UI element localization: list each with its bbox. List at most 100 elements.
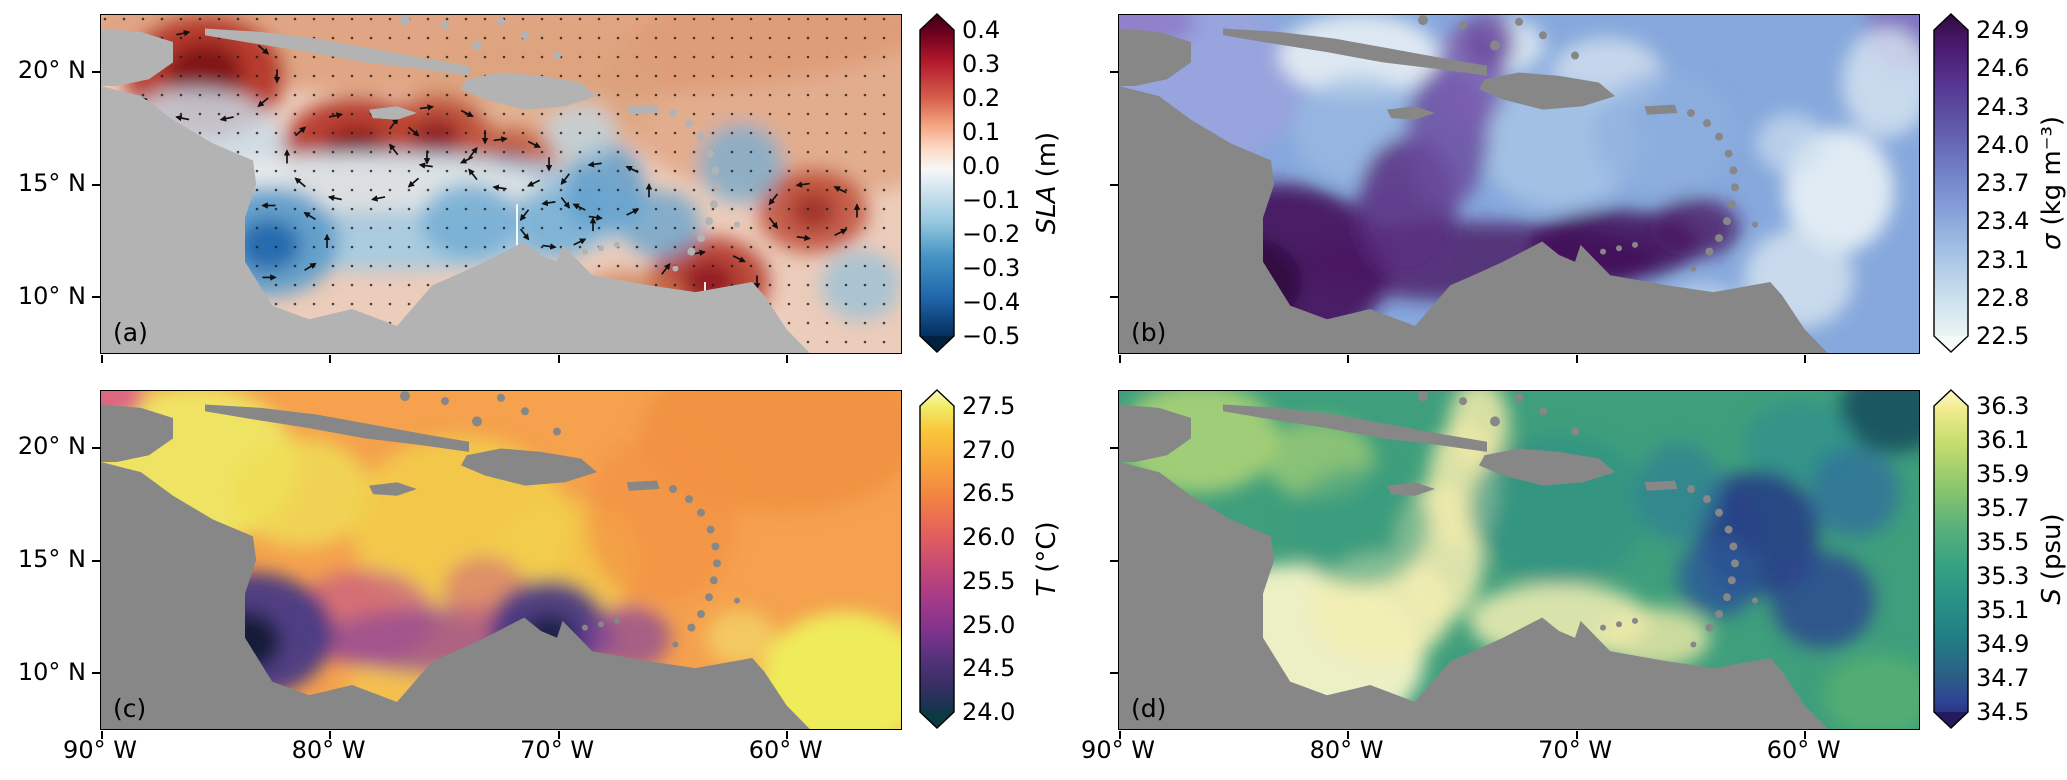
colorbar-tick-label: 23.1: [1976, 245, 2030, 274]
colorbar-tick-label: 0.4: [962, 16, 1001, 44]
colorbar-tick-label: 24.9: [1976, 16, 2030, 44]
colorbar-tick-label: 35.5: [1976, 528, 2030, 556]
colorbar-tick-label: 27.5: [962, 392, 1016, 420]
x-tick-label: 70° W: [1538, 736, 1613, 764]
colorbar-tick-label: 25.0: [962, 610, 1016, 639]
colorbar-density-ticks: 24.9 24.6 24.3 24.0 23.7 23.4 23.1 22.8 22.5: [1976, 14, 2056, 352]
colorbar-temperature-gradient: [919, 389, 955, 729]
x-tick-label: 70° W: [520, 736, 595, 764]
colorbar-density-label: σ (kg m⁻³): [2037, 116, 2067, 250]
y-tick-label: 20° N: [17, 56, 86, 85]
x-axis-labels-left: 90° W 80° W 70° W 60° W: [63, 736, 900, 770]
colorbar-tick-label: 24.0: [962, 698, 1016, 726]
panel-c-field: [101, 391, 901, 729]
tick-mark: [1804, 731, 1807, 740]
colorbar-density: [1933, 13, 1969, 353]
tick-mark: [557, 355, 560, 364]
panel-b-label: (b): [1131, 318, 1167, 347]
colorbar-tick-label: 24.0: [1976, 130, 2030, 159]
colorbar-tick-label: 0.3: [962, 50, 1001, 78]
colorbar-tick-label: 24.5: [962, 654, 1016, 683]
colorbar-temperature-unit: (°C): [1032, 521, 1062, 573]
tick-mark: [1347, 731, 1350, 740]
tick-mark: [786, 355, 789, 364]
y-axis-labels-top: 20° N 15° N 10° N: [0, 14, 86, 352]
tick-mark: [1110, 672, 1118, 675]
colorbar-tick-label: 34.9: [1976, 630, 2030, 658]
colorbar-sla-gradient: [919, 13, 955, 353]
colorbar-density-variable: σ: [2037, 233, 2067, 251]
tick-mark: [1804, 355, 1807, 364]
tick-mark: [100, 355, 103, 364]
colorbar-sla-unit: (m): [1032, 131, 1062, 178]
y-axis-labels-bottom: 20° N 15° N 10° N: [0, 390, 86, 728]
y-tick-label: 10° N: [17, 657, 86, 686]
panel-a-field: [101, 15, 901, 353]
panel-c-map: (c): [100, 390, 902, 730]
tick-mark: [92, 559, 100, 562]
colorbar-tick-label: 24.3: [1976, 92, 2030, 121]
tick-mark: [92, 446, 100, 449]
colorbar-tick-label: 35.3: [1976, 562, 2030, 590]
colorbar-tick-label: 25.5: [962, 566, 1016, 595]
colorbar-tick-label: 22.8: [1976, 283, 2030, 312]
tick-mark: [1347, 355, 1350, 364]
tick-mark: [100, 731, 103, 740]
colorbar-tick-label: −0.5: [962, 322, 1021, 350]
colorbar-tick-label: 22.5: [1976, 322, 2030, 350]
colorbar-salinity-label: S (psu): [2037, 513, 2067, 604]
colorbar-tick-label: 24.6: [1976, 54, 2030, 83]
tick-mark: [1575, 355, 1578, 364]
panel-a-map: (a): [100, 14, 902, 354]
tick-mark: [1110, 183, 1118, 186]
colorbar-temperature-label: T (°C): [1032, 521, 1062, 596]
x-tick-label: 60° W: [1766, 736, 1841, 764]
colorbar-sla-variable: SLA: [1032, 185, 1062, 235]
colorbar-tick-label: 23.4: [1976, 207, 2030, 236]
colorbar-tick-label: 0.1: [962, 118, 1001, 146]
colorbar-sla-ticks: 0.4 0.3 0.2 0.1 0.0 −0.1 −0.2 −0.3 −0.4 −0.5: [962, 14, 1042, 352]
tick-mark: [1110, 559, 1118, 562]
y-tick-label: 10° N: [17, 281, 86, 310]
tick-mark: [1110, 296, 1118, 299]
tick-mark: [92, 296, 100, 299]
x-axis-labels-right: 90° W 80° W 70° W 60° W: [1081, 736, 1918, 770]
colorbar-tick-label: 34.7: [1976, 664, 2030, 692]
tick-mark: [329, 355, 332, 364]
x-tick-label: 80° W: [1309, 736, 1384, 764]
tick-mark: [1110, 70, 1118, 73]
colorbar-tick-label: 26.0: [962, 523, 1016, 552]
colorbar-temperature-ticks: 27.5 27.0 26.5 26.0 25.5 25.0 24.5 24.0: [962, 390, 1042, 728]
panel-d-label: (d): [1131, 694, 1167, 723]
panel-d-field: [1119, 391, 1919, 729]
tick-mark: [92, 672, 100, 675]
panel-b-field: [1119, 15, 1919, 353]
colorbar-tick-label: 27.0: [962, 435, 1016, 464]
colorbar-tick-label: 36.3: [1976, 392, 2030, 420]
tick-mark: [1575, 731, 1578, 740]
colorbar-tick-label: −0.3: [962, 254, 1021, 282]
colorbar-density-gradient: [1933, 13, 1969, 353]
colorbar-tick-label: 23.7: [1976, 169, 2030, 197]
colorbar-temperature-variable: T: [1032, 580, 1062, 597]
x-tick-label: 80° W: [291, 736, 366, 764]
colorbar-tick-label: 35.1: [1976, 596, 2030, 624]
tick-mark: [786, 731, 789, 740]
y-tick-label: 15° N: [17, 169, 86, 197]
panel-c-label: (c): [113, 694, 147, 723]
colorbar-tick-label: 0.2: [962, 84, 1001, 112]
tick-mark: [557, 731, 560, 740]
colorbar-tick-label: 35.9: [1976, 460, 2030, 488]
colorbar-tick-label: 26.5: [962, 479, 1016, 508]
panel-d-map: (d): [1118, 390, 1920, 730]
colorbar-salinity-unit: (psu): [2037, 513, 2067, 581]
x-tick-label: 60° W: [748, 736, 823, 764]
tick-mark: [1118, 355, 1121, 364]
colorbar-density-unit: (kg m⁻³): [2037, 115, 2067, 226]
tick-mark: [92, 70, 100, 73]
colorbar-tick-label: 34.5: [1976, 698, 2030, 726]
colorbar-salinity-ticks: 36.3 36.1 35.9 35.7 35.5 35.3 35.1 34.9 34.7 34.5: [1976, 390, 2056, 728]
tick-mark: [1110, 446, 1118, 449]
tick-mark: [92, 183, 100, 186]
